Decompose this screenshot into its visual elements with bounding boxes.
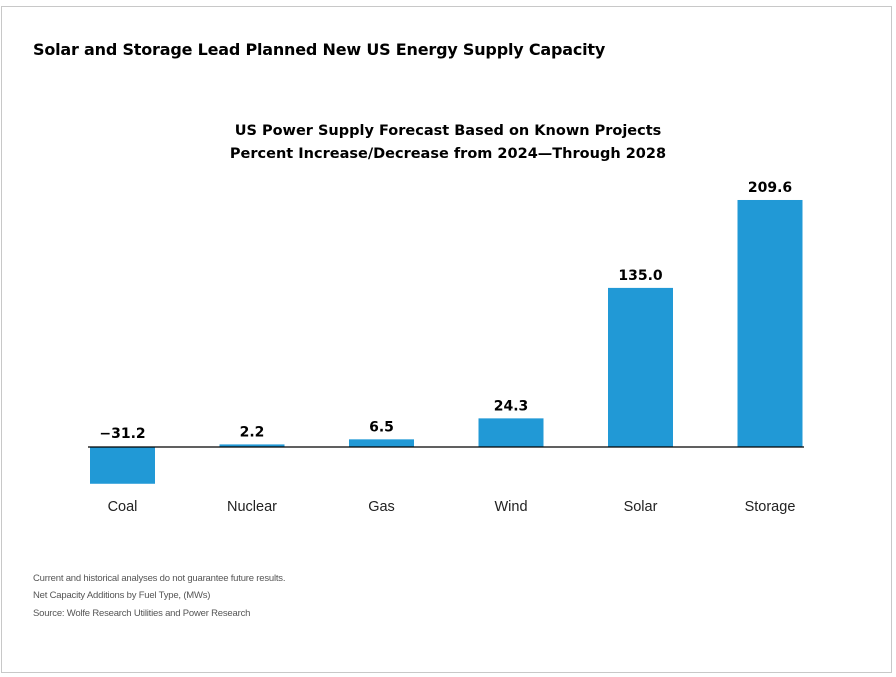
data-label-solar: 135.0 — [618, 268, 663, 284]
footnote-disclaimer: Current and historical analyses do not g… — [33, 573, 286, 584]
data-label-storage: 209.6 — [748, 180, 792, 196]
category-label-storage: Storage — [745, 499, 796, 515]
data-label-wind: 24.3 — [494, 398, 529, 414]
footnote-source: Source: Wolfe Research Utilities and Pow… — [33, 608, 251, 619]
bar-coal — [90, 447, 155, 484]
headline: Solar and Storage Lead Planned New US En… — [33, 40, 606, 59]
category-label-nuclear: Nuclear — [227, 499, 277, 515]
bar-nuclear — [219, 444, 285, 447]
chart-subtitle: Percent Increase/Decrease from 2024—Thro… — [229, 146, 667, 162]
bar-solar — [608, 287, 673, 447]
bar-wind — [478, 418, 544, 447]
data-label-gas: 6.5 — [369, 419, 394, 435]
bar-storage — [737, 199, 803, 447]
category-label-gas: Gas — [368, 499, 395, 515]
category-label-coal: Coal — [108, 499, 138, 515]
category-label-wind: Wind — [494, 499, 527, 515]
bar-gas — [349, 439, 414, 447]
category-label-solar: Solar — [624, 499, 658, 515]
data-label-coal: −31.2 — [99, 426, 145, 442]
data-label-nuclear: 2.2 — [240, 424, 265, 440]
footnote-units: Net Capacity Additions by Fuel Type, (MW… — [33, 590, 211, 601]
chart-title: US Power Supply Forecast Based on Known … — [234, 123, 662, 139]
